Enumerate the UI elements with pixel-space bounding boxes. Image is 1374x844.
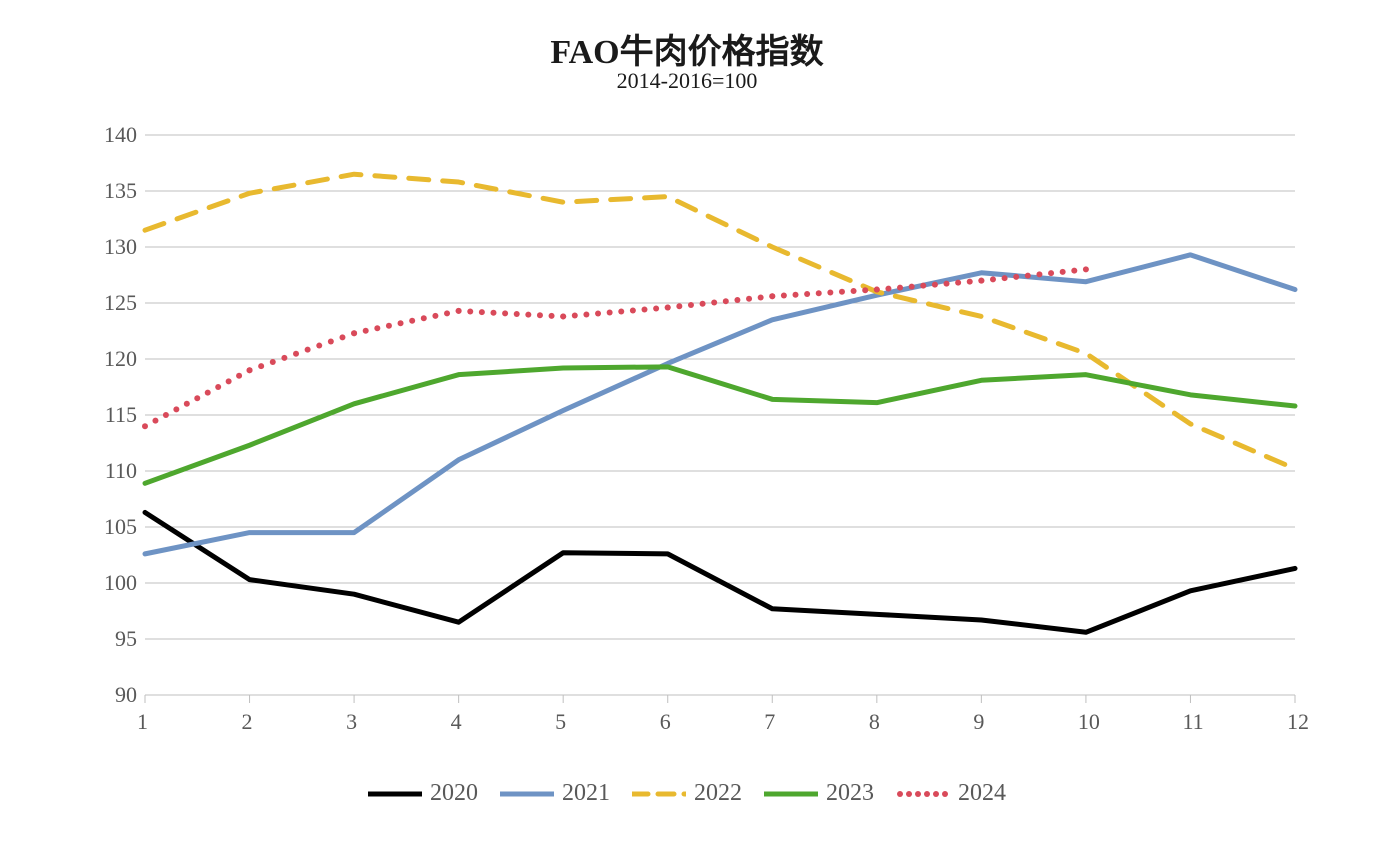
- x-axis-tick-label: 1: [137, 709, 148, 735]
- legend-swatch: [896, 784, 950, 804]
- y-axis-tick-label: 100: [104, 570, 137, 596]
- y-axis-tick-label: 95: [115, 626, 137, 652]
- chart-legend: 2020 2021 2022 2023 2024: [0, 780, 1374, 807]
- x-axis-tick-label: 6: [660, 709, 671, 735]
- y-axis-tick-label: 105: [104, 514, 137, 540]
- chart-container: FAO牛肉价格指数 2014-2016=100 2020 2021 2022 2023…: [0, 0, 1374, 844]
- x-axis-tick-label: 2: [242, 709, 253, 735]
- legend-item: 2021: [500, 780, 610, 807]
- x-axis-tick-label: 12: [1287, 709, 1309, 735]
- legend-swatch: [764, 784, 818, 804]
- legend-label: 2021: [562, 780, 610, 807]
- x-axis-tick-label: 10: [1078, 709, 1100, 735]
- y-axis-tick-label: 115: [105, 402, 137, 428]
- x-axis-tick-label: 4: [451, 709, 462, 735]
- y-axis-tick-label: 130: [104, 234, 137, 260]
- legend-label: 2022: [694, 780, 742, 807]
- legend-swatch: [632, 784, 686, 804]
- legend-label: 2024: [958, 780, 1006, 807]
- legend-item: 2023: [764, 780, 874, 807]
- x-axis-tick-label: 8: [869, 709, 880, 735]
- y-axis-tick-label: 90: [115, 682, 137, 708]
- x-axis-tick-label: 5: [555, 709, 566, 735]
- legend-swatch: [500, 784, 554, 804]
- x-axis-tick-label: 3: [346, 709, 357, 735]
- chart-title: FAO牛肉价格指数: [0, 24, 1374, 73]
- x-axis-tick-label: 9: [973, 709, 984, 735]
- legend-item: 2022: [632, 780, 742, 807]
- legend-label: 2020: [430, 780, 478, 807]
- chart-plot: [145, 135, 1307, 707]
- x-axis-tick-label: 7: [764, 709, 775, 735]
- legend-item: 2024: [896, 780, 1006, 807]
- y-axis-tick-label: 120: [104, 346, 137, 372]
- y-axis-tick-label: 140: [104, 122, 137, 148]
- x-axis-tick-label: 11: [1182, 709, 1203, 735]
- legend-swatch: [368, 784, 422, 804]
- legend-label: 2023: [826, 780, 874, 807]
- y-axis-tick-label: 110: [105, 458, 137, 484]
- y-axis-tick-label: 125: [104, 290, 137, 316]
- y-axis-tick-label: 135: [104, 178, 137, 204]
- legend-item: 2020: [368, 780, 478, 807]
- chart-subtitle: 2014-2016=100: [0, 68, 1374, 94]
